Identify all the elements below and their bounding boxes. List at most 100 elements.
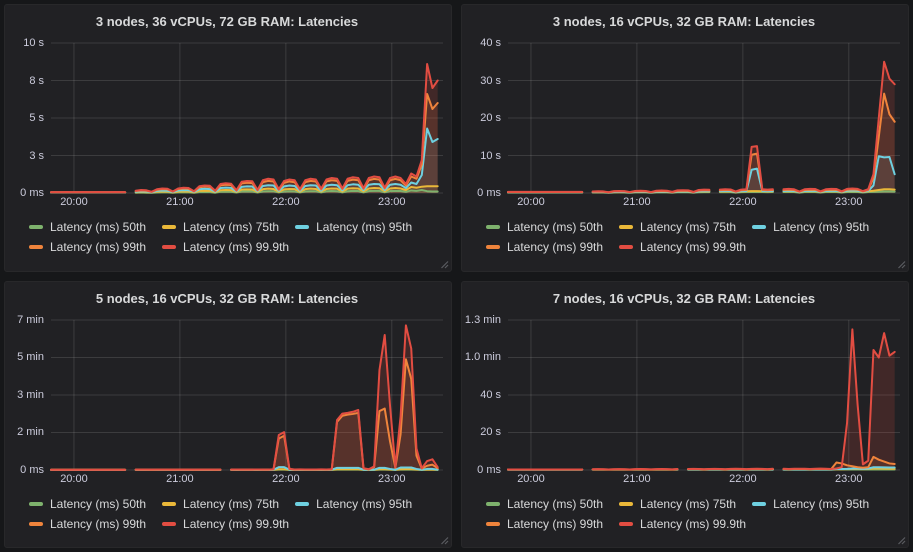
series-area-2: [508, 156, 895, 193]
y-axis-label: 3 s: [29, 149, 44, 162]
legend-color-dash: [486, 521, 500, 526]
legend: Latency (ms) 50th Latency (ms) 75th Latenc…: [468, 497, 900, 531]
legend-color-dash: [295, 501, 310, 506]
panel-resize-handle-icon[interactable]: [897, 536, 906, 545]
legend-item-latency-ms-75th[interactable]: Latency (ms) 75th: [619, 220, 736, 234]
series-area-4: [508, 61, 895, 193]
x-axis: 20:00 21:00 22:00 23:00: [51, 196, 443, 212]
legend-color-dash: [29, 501, 43, 506]
legend-item-latency-ms-99.9th[interactable]: Latency (ms) 99.9th: [619, 517, 746, 531]
legend-label: Latency (ms) 99.9th: [640, 240, 747, 254]
legend-color-dash: [619, 225, 634, 229]
y-axis-label: 1.0 min: [464, 351, 501, 363]
x-axis-label: 23:00: [835, 196, 863, 208]
legend-item-latency-ms-75th[interactable]: Latency (ms) 75th: [162, 220, 279, 234]
series-line-4: [51, 64, 438, 192]
legend-color-dash: [486, 501, 500, 506]
chart-plot-area[interactable]: 20:00 21:00 22:00 23:00: [51, 320, 443, 485]
x-axis-label: 21:00: [166, 196, 194, 208]
legend-color-dash: [29, 225, 43, 229]
legend-label: Latency (ms) 99th: [507, 240, 604, 254]
panel-title[interactable]: 7 nodes, 16 vCPUs, 32 GB RAM: Latencies: [552, 290, 816, 306]
y-axis-label: 20 s: [480, 426, 501, 438]
legend-label: Latency (ms) 50th: [507, 496, 604, 511]
series-line-4: [508, 329, 895, 469]
legend-color-dash: [752, 225, 767, 229]
legend-label: Latency (ms) 95th: [773, 496, 870, 511]
legend-color-dash: [162, 225, 177, 229]
legend-label: Latency (ms) 75th: [640, 220, 737, 234]
x-axis-label: 23:00: [835, 472, 863, 485]
legend-item-latency-ms-99th[interactable]: Latency (ms) 99th: [29, 517, 146, 531]
y-axis-label: 2 min: [17, 426, 44, 438]
legend-item-latency-ms-99th[interactable]: Latency (ms) 99th: [486, 240, 603, 254]
legend-item-latency-ms-95th[interactable]: Latency (ms) 95th: [295, 497, 412, 511]
panel-2: 3 nodes, 16 vCPUs, 32 GB RAM: Latencies 4…: [461, 4, 909, 272]
legend-item-latency-ms-99.9th[interactable]: Latency (ms) 99.9th: [162, 517, 289, 531]
legend-label: Latency (ms) 75th: [640, 496, 737, 511]
legend: Latency (ms) 50th Latency (ms) 75th Latenc…: [468, 220, 900, 254]
legend-label: Latency (ms) 99.9th: [183, 516, 290, 531]
panel-title[interactable]: 3 nodes, 16 vCPUs, 32 GB RAM: Latencies: [552, 14, 816, 29]
y-axis: 7 min 5 min 3 min 2 min 0 ms: [11, 314, 51, 476]
y-axis-label: 0 ms: [477, 187, 501, 199]
panel-title[interactable]: 3 nodes, 36 vCPUs, 72 GB RAM: Latencies: [95, 14, 359, 29]
y-axis-label: 0 ms: [20, 187, 44, 199]
legend: Latency (ms) 50th Latency (ms) 75th Latenc…: [11, 220, 443, 254]
legend-item-latency-ms-99.9th[interactable]: Latency (ms) 99.9th: [162, 240, 289, 254]
legend-item-latency-ms-99.9th[interactable]: Latency (ms) 99.9th: [619, 240, 746, 254]
legend-item-latency-ms-95th[interactable]: Latency (ms) 95th: [752, 220, 869, 234]
legend-color-dash: [29, 245, 43, 249]
y-axis-label: 20 s: [480, 112, 501, 124]
legend-color-dash: [29, 521, 43, 526]
y-axis-label: 0 ms: [477, 463, 501, 476]
legend-label: Latency (ms) 95th: [316, 220, 413, 234]
legend-item-latency-ms-95th[interactable]: Latency (ms) 95th: [752, 497, 869, 511]
chart-plot-area[interactable]: 20:00 21:00 22:00 23:00: [508, 320, 900, 485]
legend-item-latency-ms-50th[interactable]: Latency (ms) 50th: [486, 220, 603, 234]
legend-label: Latency (ms) 99th: [50, 240, 147, 254]
legend-item-latency-ms-95th[interactable]: Latency (ms) 95th: [295, 220, 412, 234]
series-area-4: [508, 328, 895, 470]
legend-item-latency-ms-50th[interactable]: Latency (ms) 50th: [29, 220, 146, 234]
plot-row: 7 min 5 min 3 min 2 min 0 ms 20:00 21:00 22:00 2…: [11, 314, 443, 485]
y-axis: 40 s 30 s 20 s 10 s 0 ms: [468, 37, 508, 199]
y-axis-label: 0 ms: [20, 463, 44, 476]
panel-resize-handle-icon[interactable]: [897, 260, 906, 269]
chart-plot-area[interactable]: 20:00 21:00 22:00 23:00: [51, 43, 443, 208]
y-axis: 10 s 8 s 5 s 3 s 0 ms: [11, 37, 51, 199]
x-axis-label: 20:00: [60, 196, 88, 208]
series-line-4: [51, 325, 438, 469]
legend-color-dash: [162, 501, 177, 506]
series-line-2: [508, 156, 895, 192]
series-line-3: [508, 94, 895, 193]
x-axis: 20:00 21:00 22:00 23:00: [51, 473, 443, 489]
panel-title[interactable]: 5 nodes, 16 vCPUs, 32 GB RAM: Latencies: [95, 290, 359, 306]
chart-plot-area[interactable]: 20:00 21:00 22:00 23:00: [508, 43, 900, 208]
legend-item-latency-ms-75th[interactable]: Latency (ms) 75th: [162, 497, 279, 511]
plot-row: 10 s 8 s 5 s 3 s 0 ms 20:00 21:00 22:00 23:00: [11, 37, 443, 208]
legend-item-latency-ms-50th[interactable]: Latency (ms) 50th: [486, 497, 603, 511]
legend-item-latency-ms-50th[interactable]: Latency (ms) 50th: [29, 497, 146, 511]
panel-4: 7 nodes, 16 vCPUs, 32 GB RAM: Latencies 1…: [461, 280, 909, 548]
legend-item-latency-ms-75th[interactable]: Latency (ms) 75th: [619, 497, 736, 511]
legend-label: Latency (ms) 99th: [50, 516, 147, 531]
panel-resize-handle-icon[interactable]: [440, 260, 449, 269]
legend-item-latency-ms-99th[interactable]: Latency (ms) 99th: [29, 240, 146, 254]
y-axis-label: 7 min: [17, 313, 44, 326]
plot-row: 1.3 min 1.0 min 40 s 20 s 0 ms 20:00 21:00 22:0…: [464, 314, 900, 485]
legend-label: Latency (ms) 50th: [507, 220, 604, 234]
x-axis-label: 20:00: [60, 472, 88, 485]
x-axis-label: 20:00: [517, 472, 545, 485]
legend-item-latency-ms-99th[interactable]: Latency (ms) 99th: [486, 517, 603, 531]
y-axis-label: 3 min: [17, 388, 44, 401]
legend-label: Latency (ms) 75th: [183, 220, 280, 234]
plot-row: 40 s 30 s 20 s 10 s 0 ms 20:00 21:00 22:00 23:00: [468, 37, 900, 208]
panel-resize-handle-icon[interactable]: [440, 536, 449, 545]
x-axis-label: 22:00: [272, 472, 300, 485]
panel-3: 5 nodes, 16 vCPUs, 32 GB RAM: Latencies 7…: [4, 280, 452, 548]
legend-label: Latency (ms) 99.9th: [183, 240, 290, 254]
x-axis-label: 23:00: [378, 472, 406, 485]
y-axis-label: 10 s: [480, 149, 501, 162]
